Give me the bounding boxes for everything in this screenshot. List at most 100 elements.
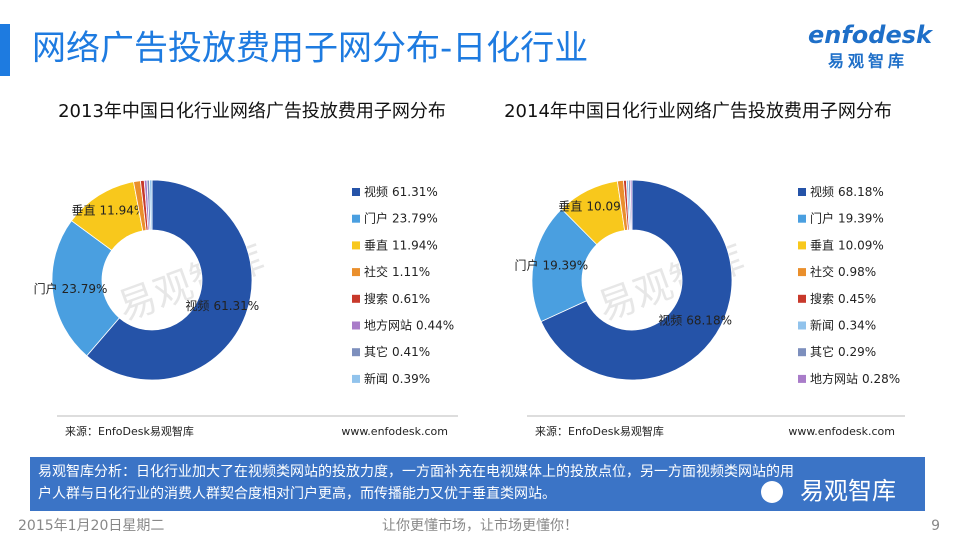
legend-entry: 视频 61.31% — [364, 184, 438, 199]
legend-name: 社交 — [364, 264, 388, 279]
legend-value: 0.44% — [416, 318, 454, 332]
legend-entry: 地方网站 0.28% — [810, 370, 900, 385]
chart-title: 2013年中国日化行业网络广告投放费用子网分布 — [58, 101, 446, 122]
legend-entry: 地方网站 0.44% — [364, 317, 454, 332]
legend-entry: 其它 0.41% — [364, 344, 430, 359]
website: www.enfodesk.com — [788, 425, 895, 438]
legend-value: 0.45% — [838, 291, 876, 305]
data-label-value: 61.31% — [213, 299, 259, 313]
website: www.enfodesk.com — [341, 425, 448, 438]
legend-value: 1.11% — [392, 265, 430, 279]
legend-swatch — [352, 348, 360, 357]
legend-value: 0.28% — [862, 371, 900, 385]
legend-name: 搜索 — [810, 290, 834, 305]
legend-value: 0.29% — [838, 345, 876, 359]
logo: enfodesk — [808, 21, 934, 49]
legend-swatch — [798, 374, 806, 383]
legend-entry: 垂直 10.09% — [810, 238, 884, 252]
data-label: 门户 23.79% — [34, 281, 108, 296]
legend-swatch — [798, 241, 806, 250]
legend-entry: 社交 1.11% — [364, 264, 430, 279]
legend-entry: 其它 0.29% — [810, 344, 876, 359]
legend-swatch — [352, 374, 360, 383]
data-label-value: 19.39% — [542, 258, 588, 272]
wechat-name: 易观智库 — [800, 477, 896, 505]
legend-entry: 垂直 11.94% — [364, 238, 438, 252]
legend-name: 视频 — [364, 184, 388, 199]
donut-slice — [149, 179, 153, 231]
slide-title: 网络广告投放费用子网分布-日化行业 — [32, 29, 588, 69]
legend-name: 新闻 — [364, 370, 388, 385]
footer-date: 2015年1月20日星期二 — [18, 518, 164, 534]
legend-value: 61.31% — [392, 185, 438, 199]
legend-name: 地方网站 — [810, 370, 858, 385]
source: 来源：EnfoDesk易观智库 — [65, 424, 194, 438]
data-label-name: 门户 — [514, 257, 538, 272]
legend-name: 社交 — [810, 264, 834, 279]
legend-name: 其它 — [810, 344, 834, 359]
legend-name: 门户 — [810, 210, 834, 225]
legend-value: 0.98% — [838, 265, 876, 279]
legend-value: 0.34% — [838, 318, 876, 332]
source: 来源：EnfoDesk易观智库 — [535, 424, 664, 438]
legend-value: 23.79% — [392, 211, 438, 225]
legend-swatch — [798, 348, 806, 357]
data-label-name: 视频 — [658, 312, 682, 327]
chart-title: 2014年中国日化行业网络广告投放费用子网分布 — [504, 101, 892, 122]
data-label-value: 11.94% — [99, 203, 145, 217]
legend-value: 0.39% — [392, 371, 430, 385]
donut-slice — [629, 179, 633, 231]
donut-slice — [86, 179, 253, 381]
legend-value: 0.41% — [392, 345, 430, 359]
legend-name: 门户 — [364, 210, 388, 225]
legend-name: 搜索 — [364, 290, 388, 305]
legend-swatch — [352, 188, 360, 196]
donut-slice — [51, 220, 120, 357]
legend-name: 视频 — [810, 184, 834, 199]
footer-slogan: 让你更懂市场，让市场更懂你！ — [382, 517, 578, 534]
legend-entry: 新闻 0.39% — [364, 370, 430, 385]
data-label-name: 门户 — [34, 281, 58, 296]
data-label-name: 垂直 — [71, 203, 95, 217]
legend-value: 0.61% — [392, 291, 430, 305]
legend-swatch — [798, 268, 806, 277]
legend-value: 68.18% — [838, 185, 884, 199]
analysis-line: 易观智库分析：日化行业加大了在视频类网站的投放力度，一方面补充在电视媒体上的投放… — [38, 464, 794, 480]
legend-name: 新闻 — [810, 317, 834, 332]
legend-swatch — [798, 188, 806, 196]
legend-entry: 视频 68.18% — [810, 184, 884, 199]
title-bar — [0, 24, 10, 76]
wechat-icon — [761, 481, 783, 503]
legend-swatch — [352, 294, 360, 303]
legend-name: 垂直 — [364, 238, 388, 252]
data-label-name: 视频 — [185, 298, 209, 313]
legend-swatch — [352, 268, 360, 277]
legend-entry: 门户 19.39% — [810, 210, 884, 225]
donut-slice — [540, 179, 733, 381]
data-label: 垂直 11.94% — [71, 203, 145, 217]
legend-swatch — [798, 214, 806, 223]
legend-entry: 搜索 0.45% — [810, 290, 876, 305]
data-label: 视频 61.31% — [185, 298, 259, 313]
legend-swatch — [798, 321, 806, 330]
legend-entry: 搜索 0.61% — [364, 290, 430, 305]
legend-value: 10.09% — [838, 238, 884, 252]
data-label: 门户 19.39% — [514, 257, 588, 272]
page-number: 9 — [931, 518, 940, 534]
legend-swatch — [352, 321, 360, 330]
legend-entry: 社交 0.98% — [810, 264, 876, 279]
data-label-name: 垂直 — [558, 199, 582, 213]
legend-swatch — [352, 214, 360, 223]
data-label: 视频 68.18% — [658, 312, 732, 327]
legend-value: 11.94% — [392, 238, 438, 252]
data-label: 垂直 10.09% — [558, 199, 632, 213]
logo-cn: 易观智库 — [828, 52, 908, 71]
legend-entry: 新闻 0.34% — [810, 317, 876, 332]
data-label-value: 23.79% — [62, 282, 108, 296]
legend-swatch — [352, 241, 360, 250]
legend-name: 地方网站 — [364, 317, 412, 332]
legend-value: 19.39% — [838, 211, 884, 225]
legend-name: 垂直 — [810, 238, 834, 252]
